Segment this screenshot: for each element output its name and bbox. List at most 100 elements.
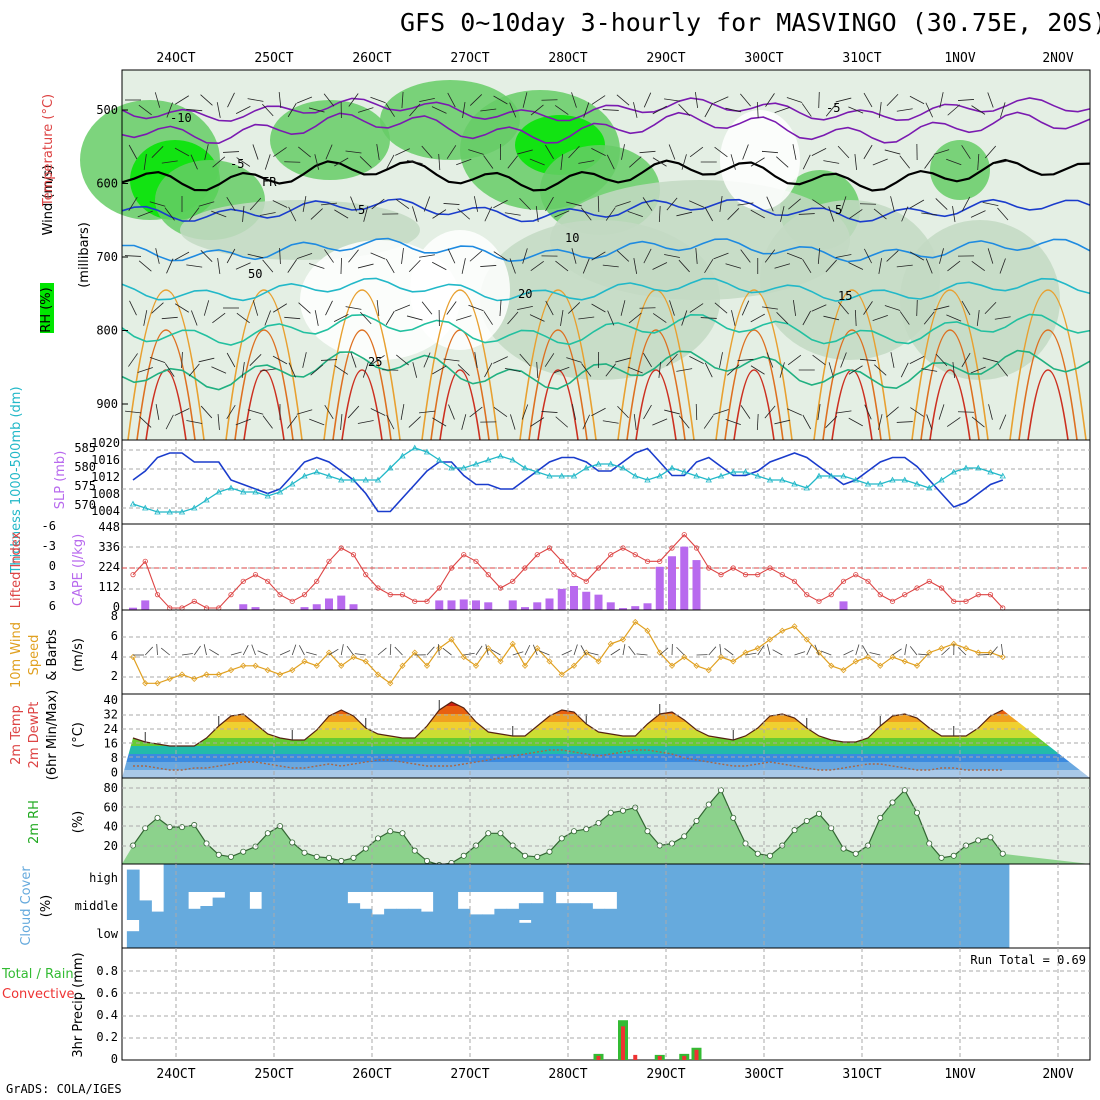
cloud-cell-1-18 [347, 903, 361, 920]
wind-barb-24-1 [421, 145, 433, 159]
wind-barb-1-5 [137, 367, 153, 373]
wind-barb-71-6 [999, 414, 1007, 430]
rh2m-point-17 [338, 857, 345, 864]
cloud-cell-1-17 [335, 892, 348, 920]
wind-barb-56-2 [812, 199, 826, 209]
wind-barb-4-3 [174, 251, 190, 261]
wind-barb-20-2 [371, 198, 385, 210]
precip-tick-2: 0.4 [96, 1008, 118, 1022]
temp-ylabel-2: 2m DewPt [27, 702, 42, 769]
cloud-cell-1-48 [714, 892, 728, 920]
cape-bar-25 [435, 600, 444, 610]
thickness-point-39 [607, 460, 614, 467]
wind-barb-9-5 [241, 362, 245, 378]
wind-barb-2-4 [151, 302, 164, 314]
wind-barb-57-6 [825, 416, 838, 428]
wind-barb-10-4 [252, 300, 259, 316]
cloud-cell-2-19 [359, 920, 373, 948]
wind-barb-61-2 [873, 208, 887, 220]
wind-barb-17-2 [334, 209, 349, 219]
temp-dome-6-2 [733, 369, 775, 441]
wind-barb-7-1 [212, 156, 226, 168]
cloud-cell-0-14 [298, 864, 312, 892]
cloud-cell-0-25 [433, 864, 446, 892]
wind10-point-40 [619, 636, 627, 643]
lifted-index-point-51 [755, 572, 761, 578]
rh-shade-17 [720, 110, 800, 210]
lifted-index-point-64 [914, 585, 920, 591]
wind-barb-59-0 [848, 106, 864, 114]
wind-barb-25-0 [431, 106, 447, 114]
bottom-date-label-0: 24OCT [156, 1067, 195, 1082]
wind10-barb-28 [475, 645, 483, 656]
wind10-point-64 [913, 662, 921, 669]
cloud-cell-0-29 [482, 864, 495, 892]
cloud-cell-1-58 [837, 892, 851, 920]
wind-barb-62-5 [890, 352, 895, 368]
wind-barb-32-0 [522, 92, 528, 108]
wind10-barb-63 [904, 644, 907, 656]
cloud-cell-1-15 [310, 892, 324, 920]
thickness-point-64 [913, 480, 921, 487]
wind-barb-24-2 [423, 196, 431, 212]
cloud-cell-2-38 [592, 920, 606, 948]
lifted-index-point-32 [522, 565, 528, 571]
wind10-barb-11 [257, 650, 268, 656]
cloud-cell-2-54 [788, 920, 802, 948]
cape-bar-44 [668, 556, 676, 610]
wind-barb-66-3 [939, 248, 944, 264]
wind-barb-50-6 [740, 405, 751, 419]
wind-barb-64-5 [909, 356, 925, 364]
rh2m-point-56 [816, 810, 823, 817]
wind-barb-65-3 [925, 258, 933, 274]
rh2m-point-7 [215, 851, 222, 858]
wind-barb-27-2 [457, 208, 471, 220]
cloud-cell-0-16 [322, 864, 336, 892]
thickness-point-52 [766, 476, 774, 483]
bottom-date-label-1: 25OCT [254, 1067, 293, 1082]
rh2m-point-66 [938, 854, 945, 861]
cloud-cell-2-2 [151, 920, 165, 948]
wind10-point-57 [828, 662, 835, 669]
wind-barb-24-6 [419, 410, 435, 414]
wind-barb-17-3 [340, 257, 342, 275]
lifted-index-point-50 [742, 572, 749, 578]
wind-barb-29-5 [484, 362, 493, 378]
rh-shade-3 [270, 100, 390, 180]
cloud-cell-1-57 [825, 892, 838, 920]
wind-barb-2-6 [155, 404, 160, 420]
wind-barb-48-0 [713, 96, 729, 104]
page-title: GFS 0~10day 3-hourly for MASVINGO (30.75… [400, 8, 1100, 37]
rh2m-point-9 [240, 848, 247, 855]
wind-barb-51-2 [750, 209, 765, 219]
wind-barb-16-0 [323, 93, 335, 107]
wind-barb-6-1 [204, 144, 209, 160]
cloud-cell-0-26 [445, 864, 459, 892]
wind10-point-18 [350, 653, 357, 661]
cloud-cell-1-36 [567, 903, 581, 920]
wind-barb-49-3 [725, 263, 742, 269]
cloud-cell-1-26 [445, 892, 459, 920]
cloud-ylabel-units: (%) [39, 895, 54, 918]
wind-barb-39-2 [605, 207, 616, 221]
precip-conv-bar-43 [657, 1055, 662, 1060]
wind-barb-55-4 [802, 310, 811, 326]
wind-barb-36-4 [567, 302, 581, 314]
wind10-barb-61 [869, 652, 881, 656]
wind-barb-58-5 [840, 352, 847, 368]
wind10-barb-47 [708, 646, 717, 656]
wind-barb-23-4 [406, 315, 423, 321]
lifted-index-point-46 [693, 545, 700, 551]
wind10-barb-62 [892, 648, 902, 656]
lifted-index-ylabel: Lifted Index [9, 531, 24, 608]
lifted-index-point-5 [191, 598, 197, 604]
cloud-cell-0-44 [665, 864, 679, 892]
wind-barb-39-1 [606, 154, 615, 170]
wind-barb-30-5 [493, 356, 508, 364]
cape-bar-35 [557, 588, 566, 610]
bottom-date-label-9: 2NOV [1042, 1067, 1073, 1082]
wind-barb-4-5 [181, 351, 183, 369]
legend-temperature-label: Temperature (°C) [41, 94, 56, 207]
wind-barb-38-4 [591, 303, 606, 313]
